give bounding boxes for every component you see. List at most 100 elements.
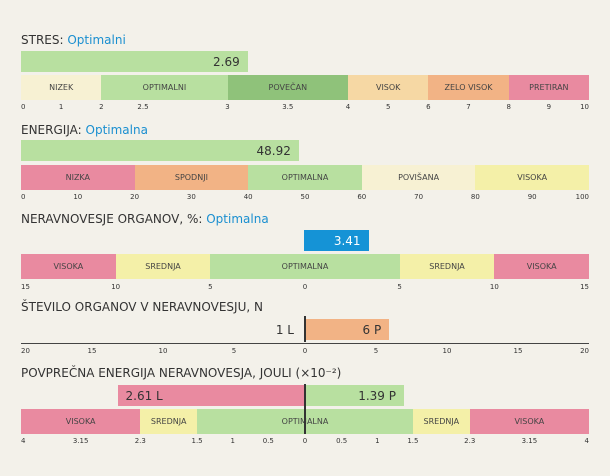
scale-tick-label: 10	[442, 347, 452, 355]
scale-tick-label: 5	[208, 283, 213, 291]
avg-energy-right-value: 1.39 P	[358, 388, 396, 403]
stress-title: STRES: Optimalni	[21, 33, 126, 47]
scale-tick-label: 15	[21, 283, 30, 291]
scale-tick-label: 2.3	[134, 437, 146, 445]
scale-segment: POVEČAN	[227, 75, 349, 100]
scale-tick-label: 4	[21, 437, 26, 445]
scale-tick-label: 20	[21, 347, 30, 355]
scale-segment: VISOKA	[469, 409, 589, 434]
scale-segment: OPTIMALNA	[210, 254, 400, 279]
stress-status: Optimalni	[67, 33, 126, 47]
scale-segment: SREDNJA	[412, 409, 470, 434]
scale-segment: NIZEK	[21, 75, 102, 100]
scale-tick-label: 3.5	[282, 103, 294, 111]
scale-tick-label: 0	[302, 347, 308, 355]
scale-segment: ZELO VISOK	[428, 75, 509, 100]
scale-tick-label: 5	[397, 283, 402, 291]
stress-value: 2.69	[213, 54, 240, 69]
scale-segment: SREDNJA	[399, 254, 495, 279]
scale-segment: POVIŠANA	[361, 165, 476, 190]
energy-title: ENERGIJA: Optimalna	[21, 123, 148, 137]
scale-tick-label: 7	[466, 103, 471, 111]
scale-tick-label: 0	[21, 193, 26, 201]
scale-tick-label: 50	[300, 193, 310, 201]
scale-tick-label: 10	[489, 283, 499, 291]
scale-tick-label: 80	[470, 193, 480, 201]
scale-tick-label: 1.5	[191, 437, 203, 445]
avg-energy-zero-line	[304, 384, 306, 434]
scale-tick-label: 15	[87, 347, 97, 355]
imbalance-value: 3.41	[333, 233, 361, 248]
scale-tick-label: 0.5	[336, 437, 348, 445]
scale-tick-label: 2.3	[464, 437, 476, 445]
imbalance-ticks: 15 10 5 0 5 10 15	[21, 283, 589, 293]
scale-tick-label: 8	[506, 103, 511, 111]
scale-tick-label: 100	[575, 193, 589, 201]
scale-tick-label: 1	[230, 437, 235, 445]
energy-label: ENERGIJA:	[21, 123, 82, 137]
scale-tick-label: 5	[231, 347, 237, 355]
scale-tick-label: 30	[186, 193, 196, 201]
avg-energy-left-bar: 2.61 L	[117, 385, 304, 406]
scale-tick-label: 90	[527, 193, 537, 201]
stress-scale: NIZEK OPTIMALNI POVEČAN VISOK ZELO VISOK PRET…	[21, 75, 590, 100]
scale-tick-label: 0.5	[262, 437, 274, 445]
scale-segment: OPTIMALNA	[248, 165, 362, 190]
stress-value-bar: 2.69	[21, 51, 248, 72]
energy-status: Optimalna	[85, 123, 148, 137]
scale-tick-label: 10	[73, 193, 83, 201]
energy-value-bar: 48.92	[21, 140, 299, 161]
scale-tick-label: 6	[426, 103, 431, 111]
scale-segment: VISOKA	[475, 165, 589, 190]
scale-segment: VISOKA	[21, 409, 141, 434]
scale-segment: SREDNJA	[140, 409, 198, 434]
scale-tick-label: 3	[225, 103, 230, 111]
scale-tick-label: 2.5	[137, 103, 149, 111]
scale-tick-label: 1	[58, 103, 64, 111]
avg-energy-label: POVPREČNA ENERGIJA NERAVNOVESJA, JOULI (…	[21, 366, 342, 380]
scale-tick-label: 0	[21, 103, 26, 111]
scale-tick-label: 9	[546, 103, 552, 111]
scale-tick-label: 5	[385, 103, 391, 111]
organs-left-bar: 1 L	[247, 319, 304, 340]
imbalance-title: NERAVNOVESJE ORGANOV, %: Optimalna	[21, 212, 269, 226]
scale-tick-label: 1	[375, 437, 380, 445]
energy-scale: NIZKA SPODNJI OPTIMALNA POVIŠANA VISOKA	[21, 165, 589, 190]
scale-tick-label: 3.15	[72, 437, 89, 445]
scale-tick-label: 20	[580, 347, 589, 355]
scale-segment: NIZKA	[21, 165, 135, 190]
scale-tick-label: 4	[345, 103, 351, 111]
scale-tick-label: 4	[584, 437, 589, 445]
scale-tick-label: 3.15	[521, 437, 538, 445]
scale-tick-label: 40	[243, 193, 253, 201]
energy-value: 48.92	[256, 143, 291, 158]
avg-energy-title: POVPREČNA ENERGIJA NERAVNOVESJA, JOULI (…	[21, 366, 341, 380]
avg-energy-left-value: 2.61 L	[125, 388, 163, 403]
organs-right-value: 6 P	[362, 322, 382, 337]
scale-tick-label: 10	[580, 103, 589, 111]
scale-tick-label: 20	[130, 193, 140, 201]
scale-segment: SPODNJI	[134, 165, 249, 190]
scale-segment: VISOK	[348, 75, 429, 100]
imbalance-label: NERAVNOVESJE ORGANOV, %:	[21, 212, 203, 226]
scale-tick-label: 15	[513, 347, 523, 355]
scale-tick-label: 1.5	[407, 437, 419, 445]
imbalance-scale: VISOKA SREDNJA OPTIMALNA SREDNJA VISOKA	[21, 254, 590, 279]
scale-segment: PRETIRAN	[508, 75, 590, 100]
energy-ticks: 0 10 20 30 40 50 60 70 80 90 100	[21, 193, 589, 203]
scale-tick-label: 0	[302, 437, 308, 445]
scale-tick-label: 10	[158, 347, 168, 355]
scale-segment: OPTIMALNI	[101, 75, 228, 100]
scale-tick-label: 15	[580, 283, 589, 291]
stress-ticks: 0 1 2 2.5 3 3.5 4 5 6 7 8 9 10	[21, 103, 589, 113]
scale-segment: VISOKA	[21, 254, 116, 279]
avg-energy-right-bar: 1.39 P	[304, 385, 404, 406]
imbalance-status: Optimalna	[206, 212, 269, 226]
organs-label: ŠTEVILO ORGANOV V NERAVNOVESJU, N	[21, 300, 263, 314]
organs-zero-line	[304, 316, 306, 342]
organs-right-bar: 6 P	[304, 319, 390, 340]
imbalance-value-bar: 3.41	[304, 230, 369, 251]
organs-axis	[21, 343, 589, 344]
scale-tick-label: 5	[373, 347, 379, 355]
organs-ticks: 20 15 10 5 0 5 10 15 20	[21, 347, 589, 357]
